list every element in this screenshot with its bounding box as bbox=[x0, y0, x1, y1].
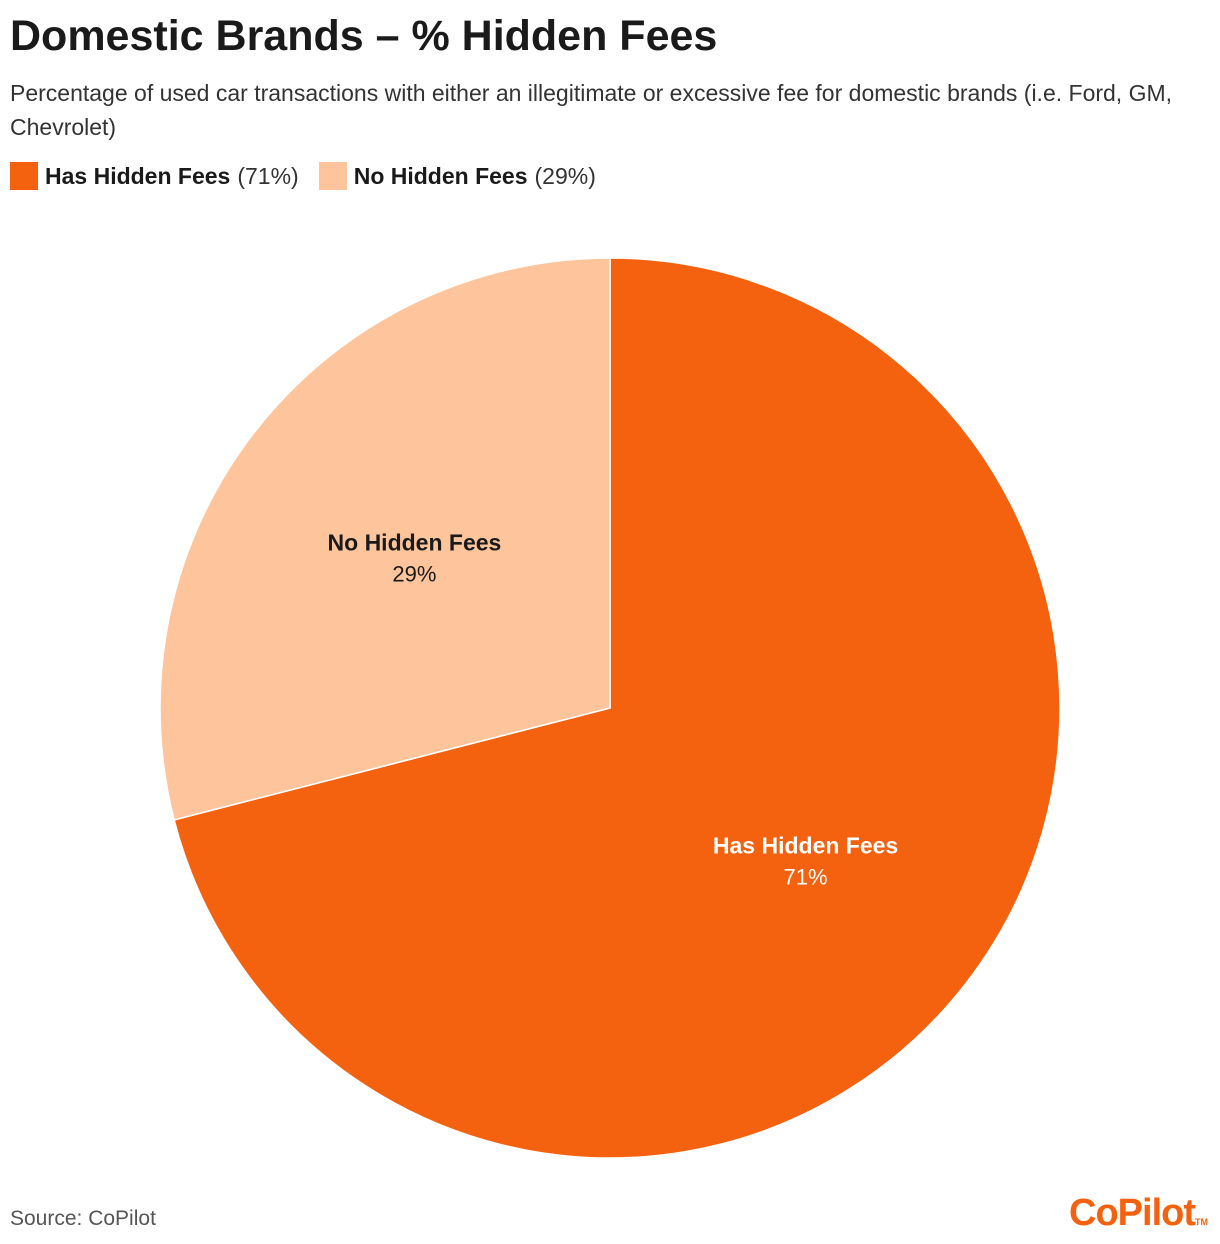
slice-value-no-hidden-fees: 29% bbox=[392, 561, 436, 586]
legend-pct-has-hidden-fees: (71%) bbox=[237, 162, 299, 189]
chart-subtitle: Percentage of used car transactions with… bbox=[10, 80, 1173, 140]
logo-text: CoPilot bbox=[1069, 1192, 1196, 1234]
slice-label-has-hidden-fees: Has Hidden Fees bbox=[713, 833, 898, 859]
legend-swatch-no-hidden-fees bbox=[318, 162, 347, 190]
legend-item-has-hidden-fees: Has Hidden Fees (71%) bbox=[10, 162, 299, 190]
chart-title: Domestic Brands – % Hidden Fees bbox=[10, 12, 718, 60]
legend-label-no-hidden-fees: No Hidden Fees bbox=[353, 162, 528, 189]
legend-label-has-hidden-fees: Has Hidden Fees bbox=[45, 162, 231, 189]
source-note: Source: CoPilot bbox=[10, 1207, 156, 1230]
pie-slice-no-hidden-fees bbox=[159, 257, 611, 821]
slice-label-no-hidden-fees: No Hidden Fees bbox=[328, 529, 502, 555]
legend-swatch-has-hidden-fees bbox=[10, 162, 38, 190]
logo-tm: TM bbox=[1195, 1217, 1208, 1227]
legend-item-no-hidden-fees: No Hidden Fees (29%) bbox=[318, 162, 596, 190]
legend: Has Hidden Fees (71%) No Hidden Fees (29… bbox=[10, 162, 616, 190]
legend-pct-no-hidden-fees: (29%) bbox=[534, 162, 596, 189]
pie-slice-has-hidden-fees bbox=[173, 257, 1061, 1159]
slice-value-has-hidden-fees: 71% bbox=[784, 865, 828, 890]
copilot-logo: CoPilotTM bbox=[1069, 1192, 1208, 1235]
